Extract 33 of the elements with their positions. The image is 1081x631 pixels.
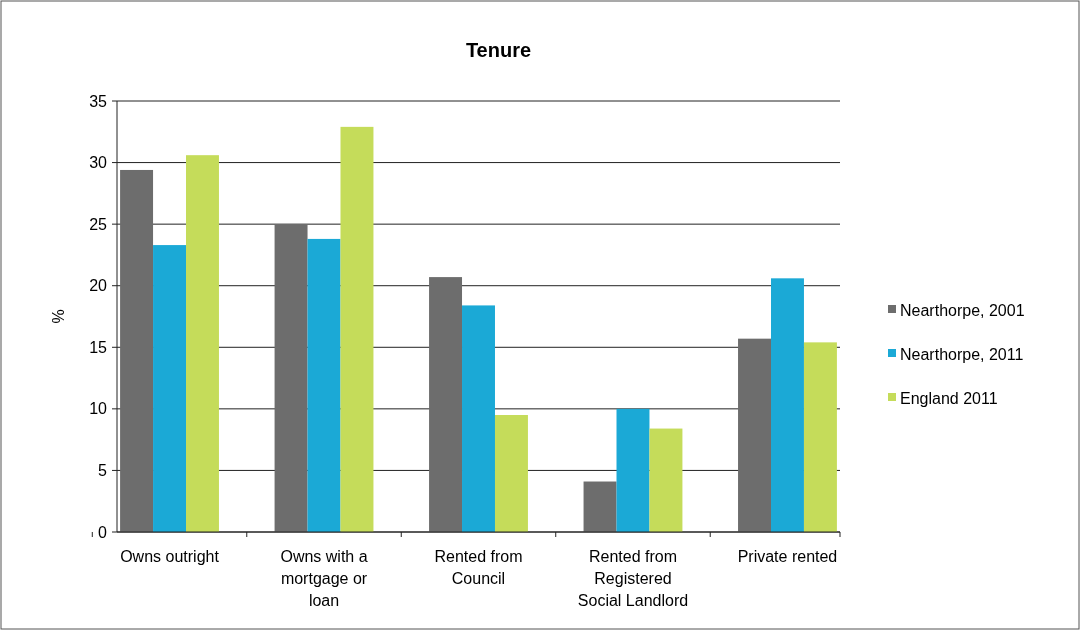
- bar: [649, 428, 683, 532]
- bar: [583, 481, 617, 532]
- bar: [462, 305, 495, 532]
- bar: [803, 342, 837, 532]
- x-tick-label: Rented from Registered Social Landlord: [577, 548, 689, 609]
- y-tick-label: 20: [89, 277, 108, 295]
- bar: [186, 155, 219, 532]
- bar: [120, 169, 154, 532]
- y-axis-title: %: [50, 309, 67, 324]
- y-tick-label: 10: [89, 400, 108, 418]
- legend-label: Nearthorpe, 2011: [900, 345, 1024, 363]
- x-tick-label: Owns with a mortgage or loan: [280, 548, 368, 609]
- bar: [307, 238, 341, 532]
- y-tick-label: 30: [89, 154, 108, 172]
- bar: [429, 277, 463, 532]
- y-tick-label: 5: [98, 462, 108, 480]
- x-tick-label: Owns outright: [120, 548, 220, 565]
- bar: [340, 126, 374, 532]
- chart-title: Tenure: [465, 39, 532, 61]
- bar: [274, 224, 308, 532]
- bar: [738, 338, 771, 532]
- x-tick-label: Private rented: [737, 548, 838, 565]
- y-tick-label: 25: [89, 215, 108, 233]
- bar: [771, 278, 804, 532]
- x-tick-label: Rented from Council: [434, 548, 523, 587]
- bar: [153, 245, 186, 532]
- y-tick-label: 15: [89, 338, 108, 356]
- y-tick-label: 35: [89, 92, 108, 110]
- legend-label: Nearthorpe, 2001: [900, 301, 1025, 319]
- legend-label: England 2011: [900, 389, 998, 407]
- y-tick-label: 0: [98, 523, 108, 541]
- bar: [494, 415, 528, 532]
- bar: [616, 408, 650, 532]
